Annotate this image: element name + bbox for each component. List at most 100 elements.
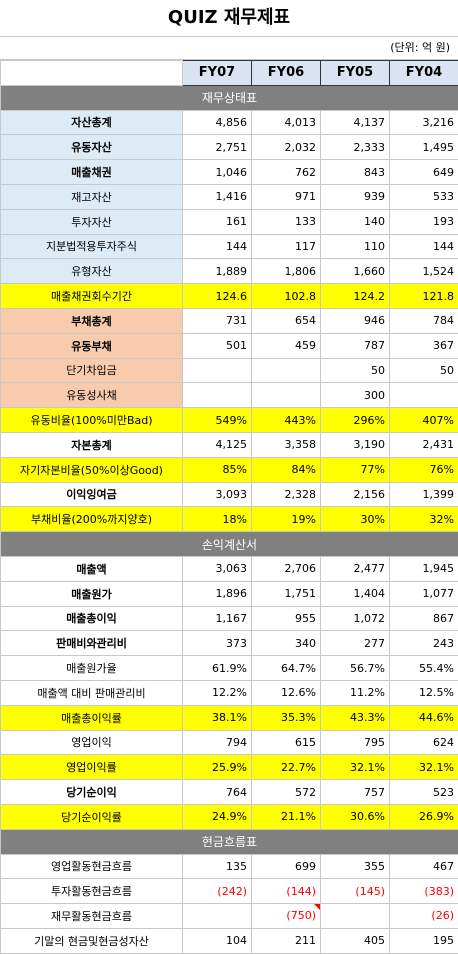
table-row: 당기순이익률 24.9% 21.1% 30.6% 26.9%: [1, 804, 458, 829]
cell-value: 443%: [252, 408, 321, 433]
cell-value: 624: [390, 730, 458, 755]
cell-value: 762: [252, 160, 321, 185]
row-label: 기말의 현금및현금성자산: [1, 928, 183, 953]
table-row: 이익잉여금 3,093 2,328 2,156 1,399: [1, 482, 458, 507]
row-label: 부채비율(200%까지양호): [1, 507, 183, 532]
column-header-fy05: FY05: [321, 61, 390, 86]
table-row: 투자자산 161 133 140 193: [1, 209, 458, 234]
cell-value: 161: [183, 209, 252, 234]
cell-value: 939: [321, 184, 390, 209]
cell-value: 501: [183, 333, 252, 358]
table-row: 투자활동현금흐름 (242) (144) (145) (383): [1, 879, 458, 904]
cell-value: 2,431: [390, 432, 458, 457]
column-header-fy04: FY04: [390, 61, 458, 86]
cell-value: [183, 383, 252, 408]
cell-value: 32%: [390, 507, 458, 532]
cell-value: 193: [390, 209, 458, 234]
row-label: 유형자산: [1, 259, 183, 284]
row-label: 단기차입금: [1, 358, 183, 383]
row-label: 이익잉여금: [1, 482, 183, 507]
cell-value: (144): [252, 879, 321, 904]
cell-value: 1,399: [390, 482, 458, 507]
cell-value: 533: [390, 184, 458, 209]
row-label: 매출원가율: [1, 656, 183, 681]
cell-value: 1,416: [183, 184, 252, 209]
table-row: 영업이익 794 615 795 624: [1, 730, 458, 755]
table-row: 유형자산 1,889 1,806 1,660 1,524: [1, 259, 458, 284]
cell-value: 405: [321, 928, 390, 953]
table-row: 기말의 현금및현금성자산 104 211 405 195: [1, 928, 458, 953]
cell-value: 12.6%: [252, 680, 321, 705]
cell-value: 124.6: [183, 284, 252, 309]
table-row: 매출채권회수기간 124.6 102.8 124.2 121.8: [1, 284, 458, 309]
table-row: 재무활동현금흐름 (750) (26): [1, 904, 458, 929]
cell-value: 32.1%: [321, 755, 390, 780]
cell-value: 731: [183, 308, 252, 333]
table-row: 매출채권 1,046 762 843 649: [1, 160, 458, 185]
cell-value: 549%: [183, 408, 252, 433]
cell-value: 787: [321, 333, 390, 358]
cell-value: 26.9%: [390, 804, 458, 829]
row-label: 투자자산: [1, 209, 183, 234]
cell-value: 1,404: [321, 581, 390, 606]
cell-value: 12.5%: [390, 680, 458, 705]
row-label: 판매비와관리비: [1, 631, 183, 656]
cell-value: 1,751: [252, 581, 321, 606]
cell-value: 757: [321, 780, 390, 805]
column-header-fy07: FY07: [183, 61, 252, 86]
cell-value: (383): [390, 879, 458, 904]
table-row: 유동부채 501 459 787 367: [1, 333, 458, 358]
row-label: 매출액: [1, 556, 183, 581]
cell-value: 946: [321, 308, 390, 333]
row-label: 자기자본비율(50%이상Good): [1, 457, 183, 482]
cell-value: 355: [321, 854, 390, 879]
row-label: 유동비율(100%미만Bad): [1, 408, 183, 433]
row-label: 투자활동현금흐름: [1, 879, 183, 904]
cell-value: 1,524: [390, 259, 458, 284]
cell-value: 32.1%: [390, 755, 458, 780]
cell-value: 3,093: [183, 482, 252, 507]
row-label: 매출총이익: [1, 606, 183, 631]
section-title: 현금흐름표: [1, 829, 458, 854]
header-blank-cell: [1, 61, 183, 86]
row-label: 지분법적용투자주식: [1, 234, 183, 259]
cell-value: 195: [390, 928, 458, 953]
cell-value: 523: [390, 780, 458, 805]
cell-value: 1,945: [390, 556, 458, 581]
cell-value: 794: [183, 730, 252, 755]
cell-value: 784: [390, 308, 458, 333]
cell-value: 102.8: [252, 284, 321, 309]
cell-value: 1,072: [321, 606, 390, 631]
cell-value: 44.6%: [390, 705, 458, 730]
cell-value: 843: [321, 160, 390, 185]
cell-value: 35.3%: [252, 705, 321, 730]
cell-value: 12.2%: [183, 680, 252, 705]
sheet-title: QUIZ 재무제표: [0, 0, 458, 37]
cell-value: 3,358: [252, 432, 321, 457]
row-label: 매출채권회수기간: [1, 284, 183, 309]
cell-value: 1,660: [321, 259, 390, 284]
cell-value: 76%: [390, 457, 458, 482]
cell-value: 18%: [183, 507, 252, 532]
cell-value: 2,333: [321, 135, 390, 160]
financial-table: FY07 FY06 FY05 FY04 재무상태표 자산총계 4,856 4,0…: [0, 60, 458, 954]
cell-value: 1,495: [390, 135, 458, 160]
cell-value: 121.8: [390, 284, 458, 309]
cell-value: (145): [321, 879, 390, 904]
cell-value: 144: [390, 234, 458, 259]
cell-value: 649: [390, 160, 458, 185]
table-row: 유동성사채 300: [1, 383, 458, 408]
column-header-row: FY07 FY06 FY05 FY04: [1, 61, 458, 86]
cell-value: 277: [321, 631, 390, 656]
cell-value: 2,328: [252, 482, 321, 507]
cell-value: 867: [390, 606, 458, 631]
cell-value: 11.2%: [321, 680, 390, 705]
cell-value: 243: [390, 631, 458, 656]
cell-value: 144: [183, 234, 252, 259]
cell-value: 19%: [252, 507, 321, 532]
cell-value: 56.7%: [321, 656, 390, 681]
row-label: 당기순이익률: [1, 804, 183, 829]
section-income-statement: 손익계산서: [1, 532, 458, 557]
row-label: 유동성사채: [1, 383, 183, 408]
cell-value: 367: [390, 333, 458, 358]
